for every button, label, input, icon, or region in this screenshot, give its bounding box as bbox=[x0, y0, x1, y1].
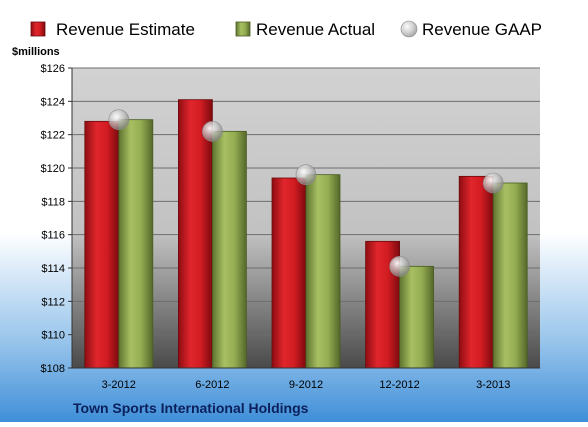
bar-revenue-actual bbox=[399, 265, 435, 369]
x-tick-label: 6-2012 bbox=[195, 379, 229, 391]
bar-revenue-estimate bbox=[458, 175, 494, 369]
x-tick-label: 3-2013 bbox=[476, 379, 510, 391]
legend-swatch-estimate bbox=[30, 21, 46, 37]
y-axis-label: $millions bbox=[12, 46, 60, 58]
legend-label-estimate: Revenue Estimate bbox=[56, 20, 195, 39]
bar-revenue-estimate bbox=[84, 120, 120, 369]
marker-revenue-gaap bbox=[482, 172, 504, 194]
legend-label-actual: Revenue Actual bbox=[256, 20, 375, 39]
bar-revenue-estimate bbox=[271, 177, 307, 369]
y-tick-label: $110 bbox=[41, 330, 65, 342]
legend-swatch-gaap bbox=[400, 20, 418, 38]
y-tick-label: $112 bbox=[41, 296, 65, 308]
y-tick-label: $114 bbox=[41, 263, 65, 275]
bar-revenue-actual bbox=[305, 174, 341, 369]
y-tick-label: $126 bbox=[41, 63, 65, 75]
bar-revenue-estimate bbox=[177, 99, 213, 369]
legend-item-estimate: Revenue Estimate bbox=[30, 20, 195, 39]
legend-swatch-actual bbox=[235, 21, 251, 37]
x-tick-label: 3-2012 bbox=[102, 379, 136, 391]
bars bbox=[84, 99, 528, 369]
legend-item-gaap: Revenue GAAP bbox=[400, 20, 542, 39]
y-tick-label: $116 bbox=[41, 230, 65, 242]
y-tick-label: $120 bbox=[41, 163, 65, 175]
bar-revenue-actual bbox=[118, 119, 154, 369]
bar-revenue-actual bbox=[492, 182, 528, 369]
y-tick-label: $118 bbox=[41, 196, 65, 208]
bar-revenue-actual bbox=[211, 130, 247, 369]
x-axis: 3-2012 6-2012 9-2012 12-2012 3-2013 bbox=[72, 367, 540, 391]
y-tick-label: $124 bbox=[41, 96, 65, 108]
gaap-markers bbox=[108, 109, 504, 277]
y-tick-label: $108 bbox=[41, 363, 65, 375]
marker-revenue-gaap bbox=[202, 121, 223, 142]
x-tick-label: 9-2012 bbox=[289, 379, 323, 391]
marker-revenue-gaap bbox=[295, 164, 317, 185]
x-tick-label: 12-2012 bbox=[379, 379, 419, 391]
marker-revenue-gaap bbox=[108, 109, 130, 130]
chart-title: Town Sports International Holdings bbox=[73, 400, 309, 416]
y-tick-label: $122 bbox=[41, 130, 65, 142]
legend-label-gaap: Revenue GAAP bbox=[422, 20, 542, 39]
legend-item-actual: Revenue Actual bbox=[235, 20, 375, 39]
marker-revenue-gaap bbox=[389, 256, 410, 277]
y-axis: $108 $110 $112 $114 $116 $118 $120 $122 $124 $126 bbox=[41, 63, 73, 375]
legend: Revenue Estimate Revenue Actual Revenue … bbox=[30, 20, 542, 39]
